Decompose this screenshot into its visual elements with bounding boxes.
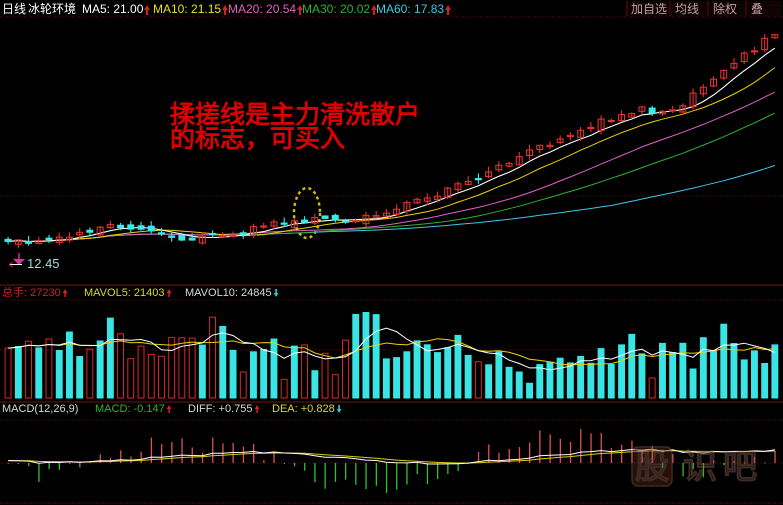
svg-text:股: 股: [635, 448, 669, 486]
svg-text:吧: 吧: [723, 448, 757, 486]
svg-text:识: 识: [683, 448, 717, 486]
